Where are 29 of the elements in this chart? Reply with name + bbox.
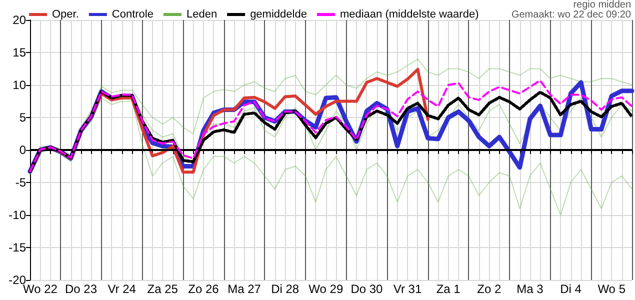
legend-label: mediaan (middelste waarde) [340,8,479,20]
x-tick-label: Vr 24 [108,282,136,296]
x-tick-label: Zo 2 [477,282,502,296]
y-tick-label: -10 [8,208,26,222]
legend-label: Oper. [52,8,79,20]
x-tick-label: Zo 26 [188,282,220,296]
text: regio midden [573,0,631,10]
x-tick-label: Di 4 [560,282,582,296]
legend-label: gemiddelde [250,8,307,20]
x-tick-label: Do 30 [350,282,384,296]
x-tick-label: Wo 29 [308,282,344,296]
x-tick-label: Ma 27 [228,282,262,296]
y-tick-label: 20 [12,13,26,27]
x-tick-label: Vr 31 [393,282,422,296]
y-tick-label: 10 [12,78,26,92]
annotation: Gemaakt: wo 22 dec 09:20 [511,10,632,20]
x-tick-label: Ma 3 [516,282,544,296]
y-tick-label: 5 [19,110,26,124]
legend-label: Controle [112,8,154,20]
x-tick-label: Za 25 [147,282,178,296]
x-tick-label: Do 23 [65,282,98,296]
x-tick-label: Di 28 [271,282,300,296]
x-tick-label: Wo 5 [598,282,626,296]
y-tick-label: 15 [12,46,26,60]
legend-label: Leden [186,8,218,20]
x-tick-label: Za 1 [436,282,461,296]
y-tick-label: 0 [19,143,26,157]
y-tick-label: -5 [15,176,26,190]
y-tick-label: -15 [8,240,26,254]
